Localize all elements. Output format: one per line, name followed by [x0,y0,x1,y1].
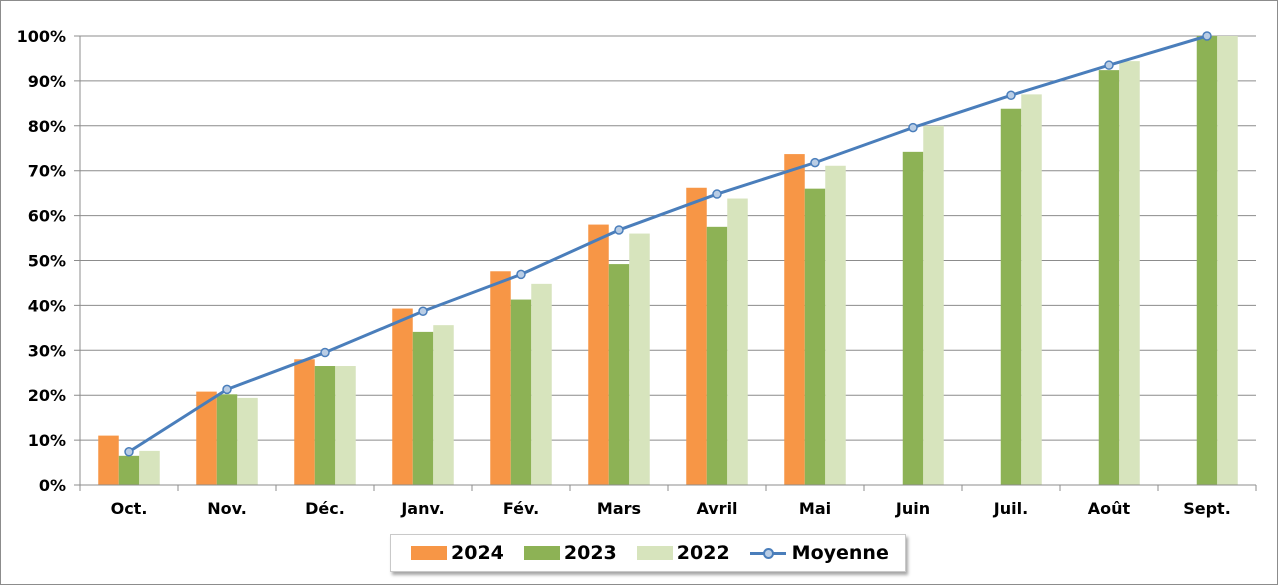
point-moyenne-4 [516,269,526,280]
bar-2023-3 [412,331,434,485]
x-tick-label: Sept. [1183,499,1231,518]
x-tick-label: Août [1088,499,1131,518]
bar-2023-5 [608,264,630,485]
bar-2022-4 [531,283,552,485]
y-tick-label: 50% [28,252,66,271]
y-tick-label: 0% [39,476,66,495]
bar-2023-7 [804,188,826,485]
bar-2022-3 [433,325,454,485]
legend-item-2023: 2023 [523,542,617,564]
legend-line-moyenne [749,546,786,560]
point-moyenne-2 [320,347,330,358]
bar-2024-5 [588,224,609,485]
bar-2022-5 [629,233,650,485]
bar-2024-7 [784,154,805,485]
legend-label-moyenne: Moyenne [791,542,889,564]
legend-item-2022: 2022 [636,542,730,564]
legend-label-2024: 2024 [451,542,504,564]
x-tick-label: Janv. [400,499,444,518]
point-moyenne-8 [908,122,918,133]
y-tick-label: 90% [28,72,66,91]
legend-swatch-2023 [523,546,560,560]
x-tick-label: Juin [895,499,930,518]
legend-swatch-2022 [636,546,673,560]
y-tick-label: 10% [28,431,66,450]
bar-2023-1 [216,394,238,485]
y-tick-label: 100% [17,27,66,46]
y-tick-label: 70% [28,162,66,181]
point-moyenne-6 [712,189,722,199]
bar-2023-11 [1196,36,1218,485]
bar-2024-2 [294,359,315,485]
bar-2022-11 [1217,36,1238,485]
bar-2024-6 [686,187,707,485]
point-moyenne-9 [1006,90,1016,101]
y-tick-label: 80% [28,117,66,136]
y-tick-label: 30% [28,341,66,360]
legend-label-2022: 2022 [676,542,730,564]
bar-2023-0 [118,455,140,485]
x-tick-label: Fév. [503,499,539,518]
point-moyenne-5 [614,225,624,235]
bar-2024-0 [98,435,119,485]
legend: 2024 2023 2022 Moyenne [390,534,906,572]
y-tick-label: 20% [28,386,66,405]
line-moyenne [128,34,1208,454]
bar-2023-2 [314,366,336,485]
bar-2024-1 [196,391,217,485]
x-tick-label: Déc. [305,499,345,518]
bar-2023-10 [1098,70,1120,486]
x-tick-label: Juil. [993,499,1028,518]
x-tick-label: Avril [696,499,737,518]
x-tick-label: Oct. [111,499,148,518]
point-moyenne-7 [810,157,820,168]
x-tick-label: Mars [597,499,641,518]
bar-2022-0 [139,450,160,485]
point-moyenne-1 [222,384,232,395]
bar-2024-4 [490,271,511,485]
x-tick-label: Nov. [207,499,247,518]
point-moyenne-0 [124,447,134,457]
bar-2023-4 [510,299,532,485]
bar-2023-6 [706,226,728,485]
point-moyenne-3 [418,306,428,316]
point-moyenne-10 [1104,60,1114,70]
bar-2022-8 [923,125,944,486]
legend-item-moyenne: Moyenne [749,542,889,564]
bar-2023-9 [1000,108,1022,485]
y-tick-label: 40% [28,296,66,315]
legend-item-2024: 2024 [411,542,504,564]
bar-2022-9 [1021,94,1042,486]
bar-2024-3 [392,308,413,485]
bar-2022-10 [1119,61,1140,485]
legend-swatch-2024 [411,546,447,560]
bar-2022-1 [237,397,258,485]
point-moyenne-11 [1202,31,1212,41]
x-tick-label: Mai [799,499,831,518]
y-tick-label: 60% [28,207,66,226]
bar-2022-2 [335,366,356,485]
bar-2022-7 [825,165,846,486]
bar-2023-8 [902,151,924,486]
legend-label-2023: 2023 [563,542,617,564]
bar-2022-6 [727,198,748,485]
